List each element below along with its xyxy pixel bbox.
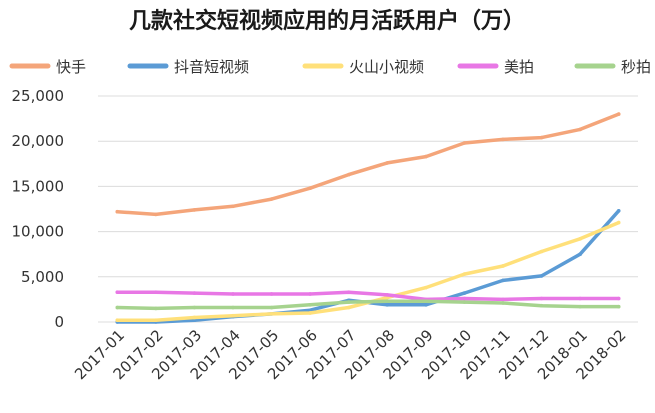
data-point xyxy=(269,197,274,201)
data-point xyxy=(539,274,544,278)
data-point xyxy=(501,301,505,305)
data-point xyxy=(424,285,428,290)
y-tick-label: 0 xyxy=(54,313,64,331)
x-axis: 2017-012017-022017-032017-042017-052017-… xyxy=(71,326,629,383)
data-point xyxy=(462,272,467,276)
legend-label: 美拍 xyxy=(504,58,534,76)
series-line xyxy=(115,290,621,302)
y-tick-label: 25,000 xyxy=(12,87,65,105)
data-point xyxy=(462,291,467,295)
data-point xyxy=(385,303,390,307)
data-point xyxy=(385,161,390,165)
data-point xyxy=(154,212,158,217)
data-point xyxy=(308,311,312,315)
grid xyxy=(98,95,638,323)
data-point xyxy=(616,304,621,309)
data-point xyxy=(616,209,621,213)
data-point xyxy=(501,297,505,302)
data-point xyxy=(539,249,544,254)
data-point xyxy=(192,315,197,320)
data-point xyxy=(308,186,312,191)
series-line xyxy=(115,299,621,311)
data-point xyxy=(231,292,235,296)
data-point xyxy=(578,127,582,132)
data-point xyxy=(308,303,312,307)
data-point xyxy=(192,291,197,295)
y-tick-label: 15,000 xyxy=(12,177,65,195)
legend-label: 秒拍 xyxy=(621,58,651,76)
y-tick-label: 5,000 xyxy=(21,268,64,286)
data-point xyxy=(539,296,544,301)
data-point xyxy=(115,290,120,294)
data-point xyxy=(308,292,312,296)
data-point xyxy=(578,296,582,301)
data-point xyxy=(539,135,544,140)
chart-title: 几款社交短视频应用的月活跃用户（万） xyxy=(129,8,525,34)
series-line xyxy=(115,112,621,217)
data-point xyxy=(501,278,505,283)
legend-label: 抖音短视频 xyxy=(174,58,249,76)
data-point xyxy=(578,252,582,256)
data-point xyxy=(501,264,505,268)
data-point xyxy=(231,313,235,318)
data-point xyxy=(462,296,467,301)
data-point xyxy=(154,318,158,322)
data-point xyxy=(346,290,351,294)
data-point xyxy=(154,306,158,311)
data-point xyxy=(269,292,274,296)
data-point xyxy=(154,290,158,294)
legend: 快手 抖音短视频 火山小视频 美拍 秒拍 xyxy=(9,58,651,76)
data-point xyxy=(616,112,621,116)
data-point xyxy=(192,208,197,212)
data-point xyxy=(346,300,351,304)
legend-label: 火山小视频 xyxy=(349,58,424,76)
data-point xyxy=(385,293,390,297)
data-point xyxy=(346,172,351,177)
data-point xyxy=(578,237,582,241)
data-point xyxy=(231,305,235,310)
data-point xyxy=(616,296,621,301)
series-group xyxy=(115,112,621,324)
data-point xyxy=(231,204,235,209)
data-point xyxy=(424,303,428,307)
data-point xyxy=(616,220,621,225)
data-point xyxy=(462,141,467,145)
y-axis: 0 5,000 10,000 15,000 20,000 25,000 xyxy=(12,87,65,331)
data-point xyxy=(578,304,582,309)
y-tick-label: 10,000 xyxy=(12,223,65,241)
data-point xyxy=(501,137,505,142)
data-point xyxy=(385,299,390,304)
data-point xyxy=(424,299,428,304)
data-point xyxy=(115,305,120,310)
data-point xyxy=(346,305,351,310)
data-point xyxy=(115,209,120,214)
data-point xyxy=(462,300,467,304)
data-point xyxy=(539,303,544,308)
data-point xyxy=(424,154,428,159)
data-point xyxy=(115,318,120,322)
y-tick-label: 20,000 xyxy=(12,132,65,150)
legend-label: 快手 xyxy=(56,58,86,76)
data-point xyxy=(192,305,197,310)
data-point xyxy=(269,312,274,316)
data-point xyxy=(269,305,274,310)
